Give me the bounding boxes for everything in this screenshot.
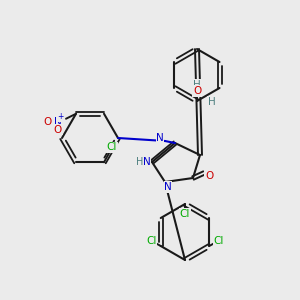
Text: O: O bbox=[44, 117, 52, 127]
Text: Cl: Cl bbox=[180, 209, 190, 219]
Text: N: N bbox=[143, 157, 151, 167]
Text: Cl: Cl bbox=[213, 236, 224, 246]
Text: Cl: Cl bbox=[107, 142, 117, 152]
Text: O: O bbox=[54, 125, 62, 135]
Text: N: N bbox=[164, 182, 172, 192]
Text: H: H bbox=[208, 97, 215, 107]
Text: O: O bbox=[205, 171, 213, 181]
Text: N: N bbox=[156, 133, 164, 143]
Text: N: N bbox=[54, 117, 62, 127]
Text: O: O bbox=[193, 86, 201, 96]
Text: H: H bbox=[136, 157, 144, 167]
Text: +: + bbox=[57, 112, 63, 121]
Text: Cl: Cl bbox=[147, 236, 157, 246]
Text: H: H bbox=[193, 80, 201, 90]
